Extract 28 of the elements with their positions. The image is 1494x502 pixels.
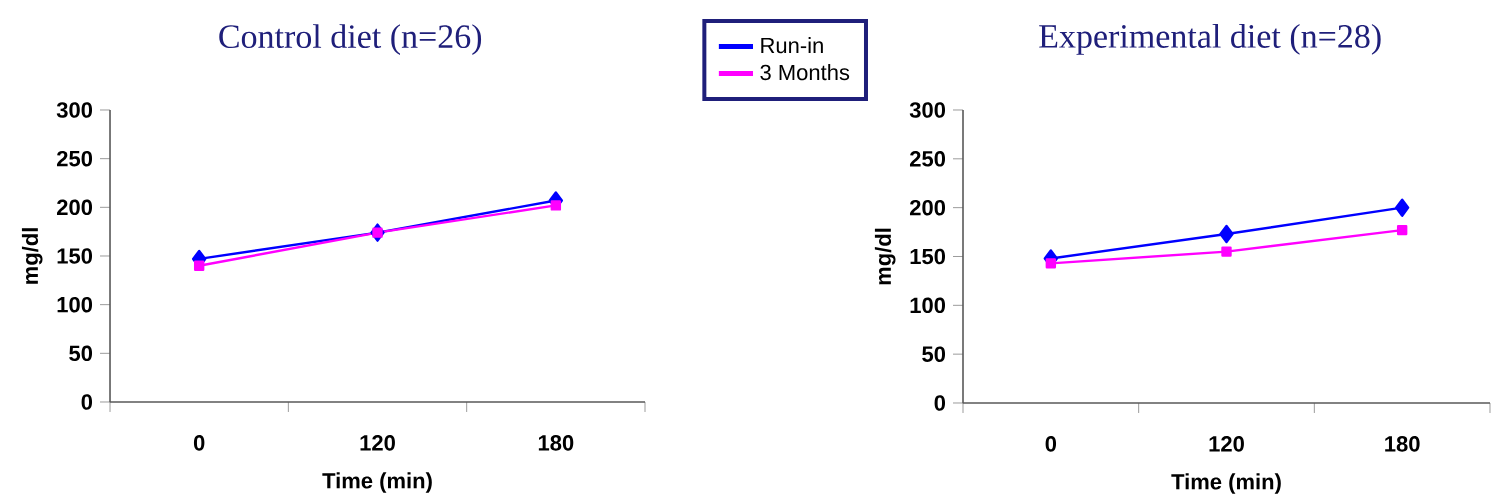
x-axis-title: Time (min) xyxy=(1171,473,1281,494)
y-tick-label: 200 xyxy=(57,199,93,216)
x-tick-label: 120 xyxy=(1209,436,1244,452)
x-tick-label: 0 xyxy=(193,435,205,451)
y-tick-label: 150 xyxy=(910,248,946,265)
chart-title: Experimental diet (n=28) xyxy=(1039,23,1381,55)
y-tick-label: 0 xyxy=(934,395,946,411)
x-tick-label: 180 xyxy=(1385,436,1420,452)
x-axis-title: Time (min) xyxy=(322,472,432,493)
y-tick-label: 50 xyxy=(922,346,946,362)
y-tick-label: 250 xyxy=(57,150,93,167)
y-tick-label: 300 xyxy=(56,102,93,118)
y-tick-label: 250 xyxy=(909,151,946,167)
x-tick-label: 180 xyxy=(538,435,574,451)
y-tick-label: 50 xyxy=(69,345,93,362)
y-axis-title: mg/dl xyxy=(874,228,896,285)
y-tick-label: 150 xyxy=(57,248,93,264)
x-tick-label: 0 xyxy=(1045,436,1057,452)
y-axis-title: mg/dl xyxy=(21,228,43,284)
chart-title: Control diet (n=26) xyxy=(219,24,482,56)
y-tick-label: 0 xyxy=(81,394,93,410)
legend-label: 3 Months xyxy=(760,64,850,81)
x-tick-label: 120 xyxy=(360,435,395,451)
y-tick-label: 200 xyxy=(909,199,946,216)
y-tick-label: 100 xyxy=(910,297,946,314)
y-tick-label: 100 xyxy=(57,296,93,313)
legend-label: Run-in xyxy=(761,37,823,54)
y-tick-label: 300 xyxy=(909,102,946,118)
